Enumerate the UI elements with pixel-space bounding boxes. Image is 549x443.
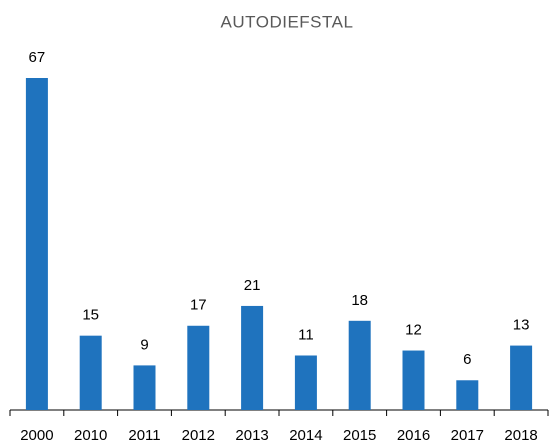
data-label: 67 [29, 49, 46, 66]
chart-title: AUTODIEFSTAL [221, 12, 354, 31]
data-label: 13 [513, 317, 530, 334]
bar [25, 78, 48, 410]
data-label: 18 [351, 292, 368, 309]
x-tick-label: 2015 [343, 427, 376, 443]
data-label: 17 [190, 297, 207, 314]
x-tick-label: 2017 [451, 427, 484, 443]
bar [402, 350, 425, 410]
bar [348, 320, 371, 410]
bar [241, 305, 264, 410]
data-label: 15 [82, 307, 99, 324]
x-tick-label: 2013 [235, 427, 268, 443]
x-tick-label: 2018 [504, 427, 537, 443]
data-label: 9 [140, 336, 148, 353]
bar [187, 325, 210, 410]
x-tick-label: 2000 [20, 427, 53, 443]
bar [510, 345, 533, 410]
x-tick-label: 2014 [289, 427, 322, 443]
data-label: 6 [463, 351, 471, 368]
bar [133, 365, 156, 410]
x-tick-label: 2010 [74, 427, 107, 443]
data-label: 11 [298, 326, 314, 343]
x-tick-label: 2016 [397, 427, 430, 443]
bar [79, 335, 102, 410]
x-tick-label: 2012 [182, 427, 215, 443]
data-label: 12 [405, 322, 422, 339]
bar [456, 380, 479, 410]
data-label: 21 [244, 277, 261, 294]
bar [294, 355, 317, 410]
x-tick-label: 2011 [128, 427, 160, 443]
